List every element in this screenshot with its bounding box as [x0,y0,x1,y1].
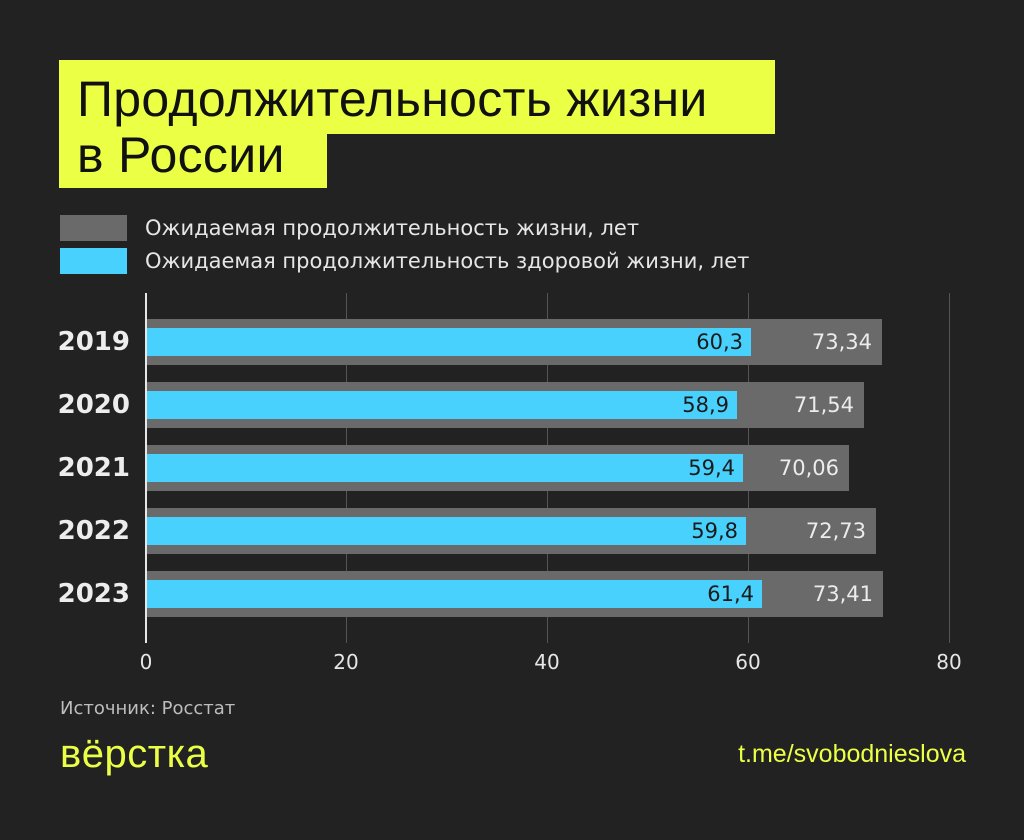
y-axis-line [145,293,147,643]
bar-healthy [147,580,762,608]
chart-title-line-2: в России [59,130,327,188]
bar-healthy [147,391,737,419]
x-tick-60: 60 [735,650,761,674]
value-total: 73,41 [812,582,873,606]
brand-logo: вёрстка [60,732,209,776]
bar-healthy [147,328,751,356]
value-total: 73,34 [811,330,872,354]
legend-item-total: Ожидаемая продолжительность жизни, лет [60,215,639,241]
source-note: Источник: Росстат [60,698,236,719]
year-label: 2020 [57,390,130,420]
value-total: 72,73 [805,519,866,543]
year-label: 2022 [57,516,130,546]
value-healthy: 58,9 [682,393,729,417]
legend-item-healthy: Ожидаемая продолжительность здоровой жиз… [60,248,749,274]
value-healthy: 60,3 [696,330,743,354]
chart-title-line-1: Продолжительность жизни [59,60,775,134]
year-label: 2021 [57,453,130,483]
x-tick-80: 80 [936,650,962,674]
year-label: 2023 [57,579,130,609]
channel-link[interactable]: t.me/svobodnieslova [738,740,966,768]
legend-swatch-blue [60,248,127,274]
value-healthy: 59,8 [691,519,738,543]
value-healthy: 59,4 [688,456,735,480]
year-label: 2019 [57,327,130,357]
value-healthy: 61,4 [707,582,754,606]
value-total: 71,54 [793,393,854,417]
x-tick-20: 20 [333,650,359,674]
x-tick-40: 40 [534,650,560,674]
bar-healthy [147,517,746,545]
legend-swatch-gray [60,215,127,241]
legend-label-healthy: Ожидаемая продолжительность здоровой жиз… [145,249,750,273]
legend-label-total: Ожидаемая продолжительность жизни, лет [145,216,640,240]
value-total: 70,06 [778,456,839,480]
x-tick-0: 0 [139,650,153,674]
gridline-80 [949,293,950,643]
bar-healthy [147,454,743,482]
